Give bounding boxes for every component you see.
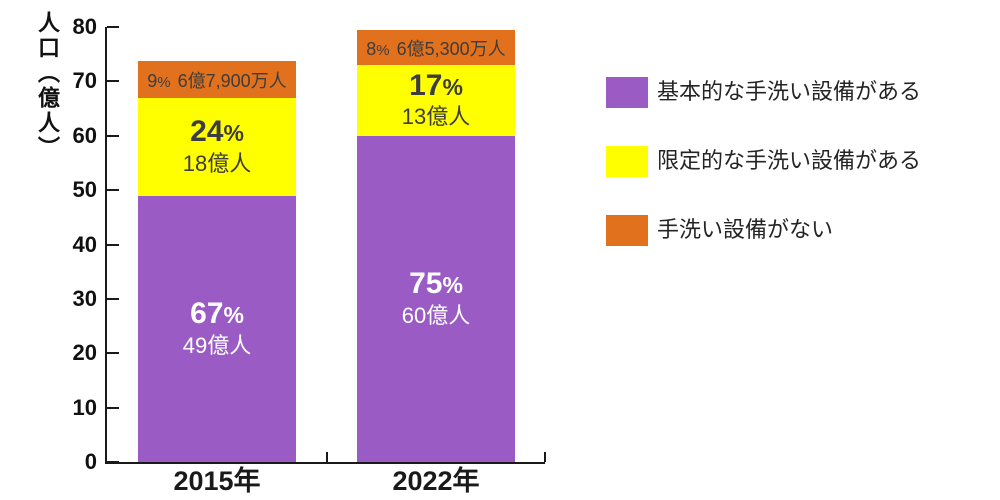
y-tick-mark: [107, 298, 119, 300]
y-tick-label: 70: [72, 68, 97, 93]
y-axis-line: [105, 27, 107, 464]
segment-percent-basic-handwashing-2022年: 75%: [409, 267, 463, 301]
bar-segment-basic-handwashing-2022年: 75% 60億人: [357, 136, 515, 462]
legend-label-limited-handwashing: 限定的な手洗い設備がある: [657, 148, 922, 173]
percent-sign: %: [157, 73, 171, 91]
segment-label-no-handwashing-2022年: 8% 6億5,300万人: [366, 38, 506, 59]
segment-count-limited-handwashing-2015年: 18億人: [182, 150, 252, 176]
legend-label-basic-handwashing: 基本的な手洗い設備がある: [657, 79, 922, 104]
percent-sign: %: [442, 73, 463, 100]
segment-percent-basic-handwashing-2015年: 67%: [190, 297, 244, 331]
y-tick-label: 40: [72, 232, 97, 257]
segment-count: 6億7,900万人: [177, 70, 287, 91]
y-tick-label: 20: [72, 340, 97, 365]
legend-item-basic-handwashing: 基本的な手洗い設備がある: [606, 76, 921, 108]
percent-sign: %: [223, 120, 244, 147]
bar-segment-no-handwashing-2022年: 8% 6億5,300万人: [357, 30, 515, 65]
segment-count-basic-handwashing-2022年: 60億人: [401, 302, 471, 328]
legend-swatch-orange: [606, 214, 648, 246]
segment-count-limited-handwashing-2022年: 13億人: [401, 104, 471, 130]
y-tick-mark: [107, 80, 119, 82]
bar-segment-limited-handwashing-2022年: 17% 13億人: [357, 65, 515, 136]
y-tick-label: 50: [72, 177, 97, 202]
percent-sign: %: [376, 41, 390, 59]
percent-sign: %: [442, 272, 463, 299]
bar-segment-basic-handwashing-2015年: 67% 49億人: [138, 196, 296, 462]
y-axis-title: 人口（億人）: [35, 11, 60, 161]
bar-segment-no-handwashing-2015年: 9% 6億7,900万人: [138, 61, 296, 98]
x-tick-mark: [544, 452, 546, 462]
segment-count-basic-handwashing-2015年: 49億人: [182, 332, 252, 358]
y-tick-label: 30: [72, 286, 97, 311]
y-tick-label: 10: [72, 395, 97, 420]
x-tick-mark: [326, 452, 328, 462]
y-tick-mark: [107, 26, 119, 28]
segment-percent-limited-handwashing-2015年: 24%: [190, 115, 244, 149]
y-tick-label: 60: [72, 123, 97, 148]
x-category-label-2022年: 2022年: [392, 466, 480, 496]
y-tick-label: 80: [72, 14, 97, 39]
segment-percent-limited-handwashing-2022年: 17%: [409, 68, 463, 102]
y-tick-mark: [107, 135, 119, 137]
y-tick-mark: [107, 407, 119, 409]
segment-count: 6億5,300万人: [396, 38, 506, 59]
percent-sign: %: [223, 302, 244, 329]
legend-swatch-yellow: [606, 145, 648, 177]
x-axis-line: [105, 462, 545, 464]
legend-label-no-handwashing: 手洗い設備がない: [657, 217, 834, 242]
legend-item-limited-handwashing: 限定的な手洗い設備がある: [606, 145, 921, 177]
legend: 基本的な手洗い設備がある 限定的な手洗い設備がある 手洗い設備がない: [606, 76, 921, 283]
bar-segment-limited-handwashing-2015年: 24% 18億人: [138, 98, 296, 196]
y-tick-mark: [107, 461, 119, 463]
y-tick-mark: [107, 244, 119, 246]
x-category-label-2015年: 2015年: [173, 466, 261, 496]
legend-swatch-purple: [606, 76, 648, 108]
legend-item-no-handwashing: 手洗い設備がない: [606, 214, 921, 246]
segment-label-no-handwashing-2015年: 9% 6億7,900万人: [147, 70, 287, 91]
y-tick-label: 0: [84, 449, 97, 474]
y-tick-mark: [107, 352, 119, 354]
y-tick-mark: [107, 189, 119, 191]
